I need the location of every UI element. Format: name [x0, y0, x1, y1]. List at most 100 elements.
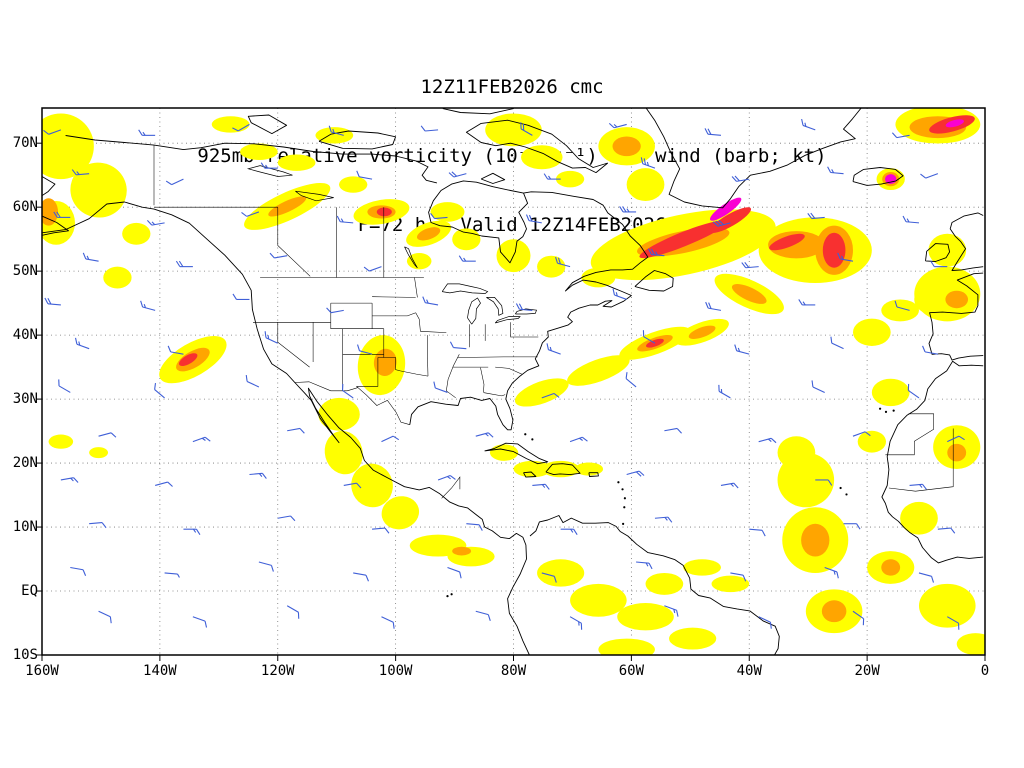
lake-outline	[467, 297, 481, 325]
vorticity-cell	[452, 228, 481, 251]
wind-barb	[569, 616, 583, 630]
vorticity-cell	[339, 176, 368, 193]
chart-title: 12Z11FEB2026 cmc	[420, 76, 604, 98]
lat-tick-label: 10S	[12, 647, 38, 663]
vorticity-cell	[89, 447, 109, 459]
wind-barb	[811, 380, 825, 393]
island-dot	[446, 595, 449, 598]
wind-barb	[612, 288, 627, 300]
wind-barb	[422, 296, 439, 306]
vorticity-cell	[731, 284, 767, 304]
lon-tick-label: 120W	[260, 663, 295, 679]
vorticity-cell	[881, 559, 901, 576]
coastline	[852, 167, 904, 186]
wind-barb	[326, 307, 344, 314]
wind-barb	[937, 527, 956, 534]
wind-barb	[167, 345, 184, 355]
wind-barb	[909, 483, 927, 490]
wind-barb	[98, 610, 112, 624]
coastline	[529, 515, 780, 655]
lat-tick-label: 50N	[12, 263, 38, 280]
vorticity-cell	[612, 136, 641, 157]
vorticity-cell	[821, 600, 847, 623]
vorticity-cell	[669, 627, 717, 650]
wind-barb	[837, 252, 854, 262]
lat-tick-label: 40N	[12, 327, 38, 344]
border-line	[415, 312, 421, 332]
lake-outline	[515, 308, 537, 315]
wind-barb	[734, 344, 750, 355]
wind-barb	[249, 472, 267, 479]
wind-barb	[260, 162, 278, 169]
wind-barb	[894, 300, 910, 311]
wind-barb	[53, 211, 71, 218]
wind-barb	[363, 266, 382, 272]
wind-barb	[258, 561, 274, 572]
vorticity-cell	[567, 355, 630, 386]
island-dot	[623, 506, 626, 509]
wind-barb	[532, 483, 550, 490]
vorticity-cell	[683, 559, 721, 576]
island-dot	[524, 433, 527, 436]
vorticity-cell	[857, 430, 886, 453]
wind-barb	[437, 474, 456, 481]
vorticity-cell	[900, 501, 938, 535]
vorticity-cell	[947, 443, 967, 462]
vorticity-cell	[240, 143, 278, 160]
wind-barb	[758, 616, 772, 629]
coastline	[465, 119, 609, 174]
wind-barb	[541, 392, 560, 399]
border-line	[480, 367, 485, 393]
island-dot	[531, 438, 534, 441]
wind-barb	[154, 383, 165, 399]
wind-barb	[343, 482, 362, 489]
lat-tick-label: EQ	[21, 583, 38, 600]
lake-outline	[441, 283, 489, 294]
vorticity-cell	[555, 170, 585, 188]
wind-barb	[636, 561, 653, 570]
wind-barb	[730, 572, 747, 582]
vorticity-cell	[324, 430, 363, 475]
wind-barb	[907, 383, 920, 399]
map-content	[42, 108, 985, 655]
lon-tick-label: 40W	[736, 663, 762, 679]
wind-barb	[430, 213, 448, 220]
border-line	[495, 366, 522, 375]
lon-tick-label: 80W	[500, 663, 527, 679]
lake-outline	[246, 165, 293, 177]
wind-barb	[336, 215, 354, 224]
border-line	[457, 356, 504, 358]
border-line	[441, 476, 461, 499]
wind-barb	[807, 212, 825, 220]
wind-barb	[71, 169, 90, 176]
vorticity-cell	[381, 496, 420, 530]
vorticity-cell	[537, 559, 585, 587]
vorticity-cell	[351, 463, 393, 508]
vorticity-cell	[852, 318, 891, 346]
island-dot	[892, 409, 895, 412]
wind-barb	[447, 566, 462, 579]
wind-barb	[801, 118, 816, 131]
wind-barb	[475, 610, 491, 621]
wind-barb	[82, 252, 99, 262]
vorticity-cell	[626, 168, 665, 201]
wind-barb	[705, 301, 722, 311]
wind-barb	[475, 432, 494, 438]
border-line	[414, 277, 418, 298]
coastline	[42, 215, 69, 236]
wind-barb	[341, 383, 354, 399]
wind-barb	[541, 572, 557, 583]
vorticity-cell	[537, 255, 566, 278]
vorticity-cell	[956, 633, 985, 655]
border-line	[277, 207, 311, 277]
wind-barb	[569, 436, 588, 443]
vorticity-cell	[881, 299, 919, 322]
border-line	[420, 331, 447, 333]
vorticity-cell	[318, 397, 360, 431]
vorticity-cell	[416, 227, 441, 241]
wind-barb	[741, 261, 759, 269]
wind-barb	[381, 435, 400, 443]
wind-barb	[192, 616, 208, 628]
vorticity-cell	[489, 444, 519, 461]
